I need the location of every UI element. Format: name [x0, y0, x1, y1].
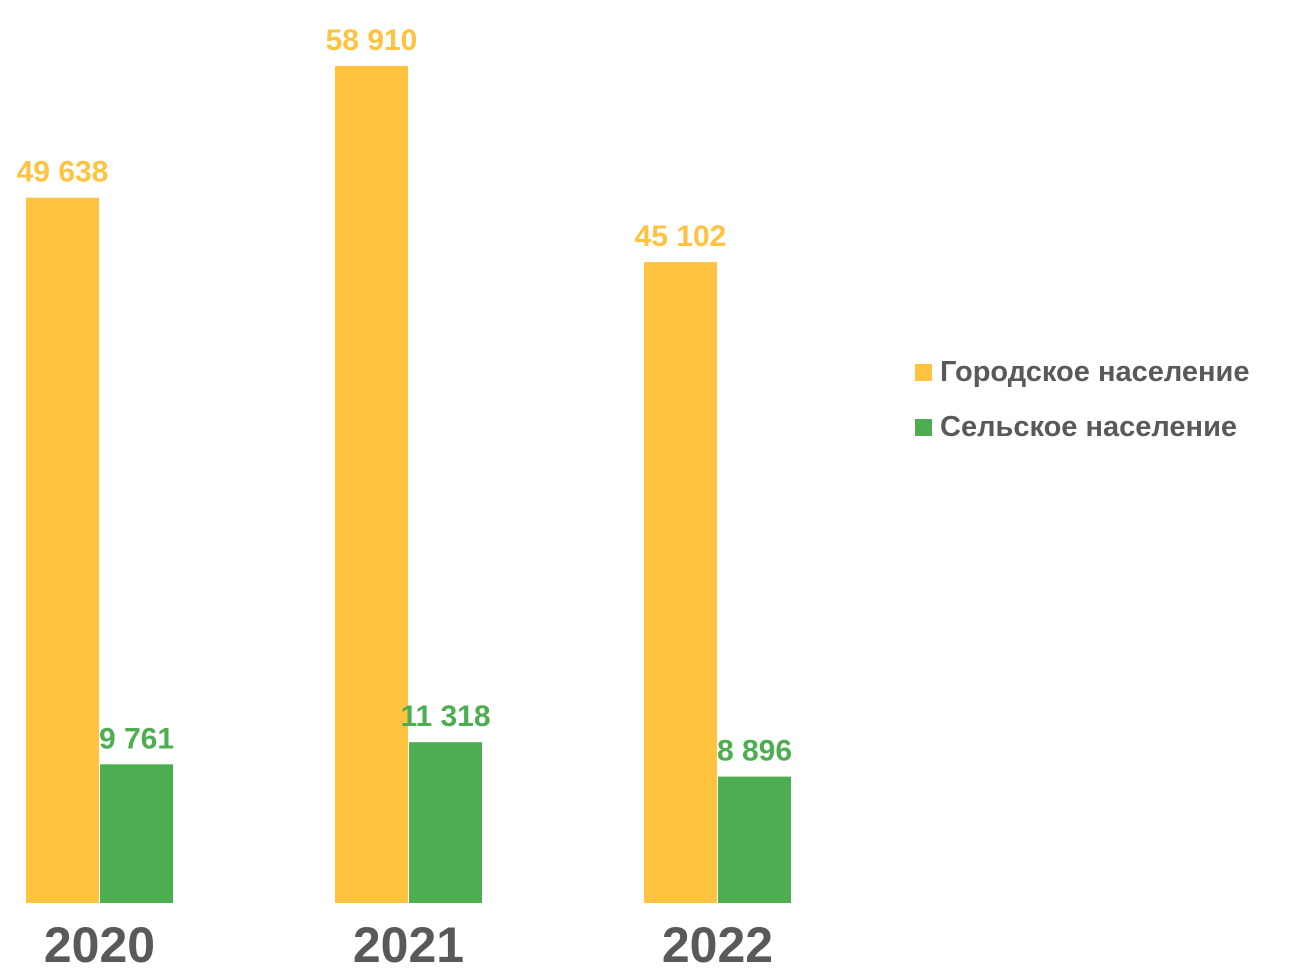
legend-label-urban: Городское население — [940, 355, 1250, 388]
bar-rural-2021 — [409, 742, 482, 903]
legend: Городское население Сельское население — [915, 355, 1250, 467]
legend-swatch-rural — [915, 418, 932, 436]
bars-group — [26, 65, 791, 904]
value-label-rural-2021: 11 318 — [400, 700, 490, 733]
legend-item-urban: Городское население — [915, 355, 1250, 388]
bar-rural-2022 — [718, 776, 791, 903]
legend-item-rural: Сельское население — [915, 410, 1249, 443]
value-label-rural-2022: 8 896 — [717, 735, 792, 768]
value-label-urban-2022: 45 102 — [635, 220, 727, 253]
bar-rural-2020 — [100, 764, 173, 903]
value-labels-group: 49 638 9 761 58 910 11 318 45 102 8 896 — [17, 24, 792, 768]
bar-urban-2021 — [335, 65, 408, 904]
legend-swatch-urban — [915, 363, 932, 381]
bar-urban-2020 — [26, 197, 99, 903]
category-label-2020: 2020 — [44, 917, 155, 968]
category-label-2022: 2022 — [662, 917, 773, 968]
value-label-urban-2020: 49 638 — [17, 156, 109, 189]
value-label-rural-2020: 9 761 — [99, 722, 174, 755]
value-label-urban-2021: 58 910 — [326, 24, 418, 57]
bar-urban-2022 — [644, 262, 717, 904]
category-label-2021: 2021 — [353, 917, 464, 968]
category-labels-group: 2020 2021 2022 — [44, 917, 773, 968]
legend-label-rural: Сельское население — [940, 410, 1238, 443]
